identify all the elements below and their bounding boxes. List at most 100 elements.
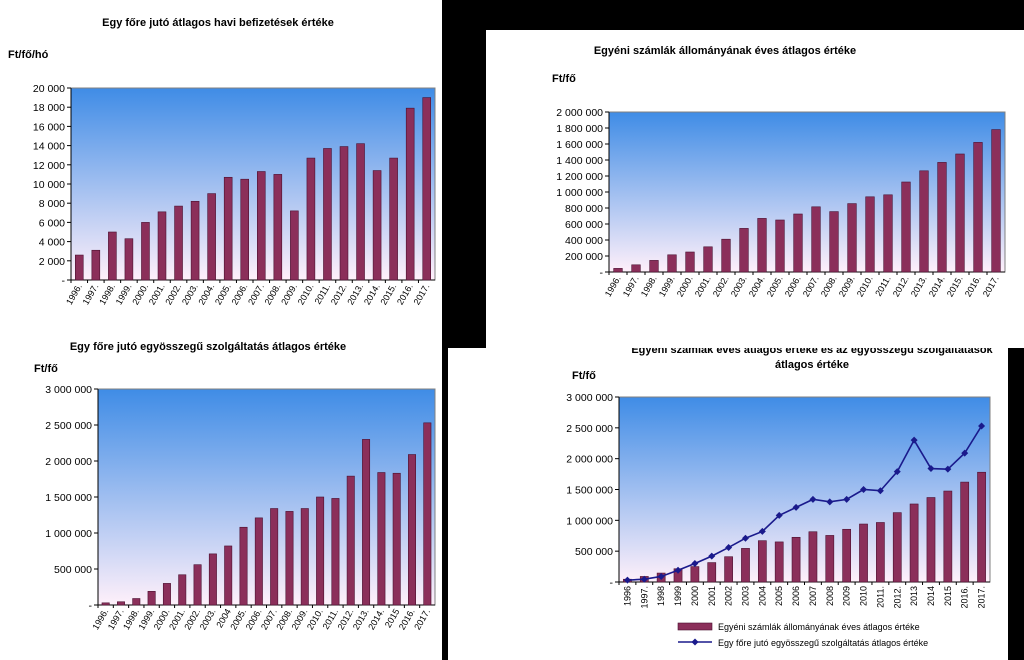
y-tick-label: 800 000 — [565, 203, 603, 215]
y-tick-label: 2 000 — [39, 256, 65, 268]
bar — [223, 176, 233, 281]
bar — [724, 556, 733, 583]
line-marker — [674, 566, 682, 574]
line-marker — [657, 572, 665, 580]
x-tick-label: 1998. — [639, 274, 659, 299]
x-tick-label: 2003. — [729, 274, 749, 299]
line-marker — [809, 495, 817, 503]
x-tick-label: 2000 — [690, 586, 700, 606]
x-tick-label: 2011. — [875, 586, 885, 608]
bar — [707, 562, 717, 583]
bar — [157, 211, 167, 281]
bar — [190, 200, 200, 281]
bar — [207, 193, 216, 281]
x-tick-label: 2013 — [909, 586, 919, 606]
y-tick-label: 1 500 000 — [45, 492, 92, 504]
bar — [377, 472, 386, 606]
y-tick-label: 3 000 000 — [566, 392, 613, 404]
chart-panel-lump-sum: Egy főre jutó egyösszegű szolgáltatás át… — [0, 338, 442, 660]
y-tick-label: 16 000 — [33, 121, 65, 133]
x-tick-label: 2012. — [891, 274, 911, 299]
line-marker — [860, 486, 868, 493]
bar — [811, 206, 821, 273]
line-marker — [741, 534, 749, 542]
bar — [977, 471, 986, 583]
line-marker — [944, 465, 952, 473]
x-tick-label: 2006. — [783, 274, 803, 299]
y-axis-label: Ft/fő/hó — [8, 49, 49, 61]
y-axis-label: Ft/fő — [552, 73, 576, 85]
bar — [91, 249, 101, 281]
bar — [919, 170, 929, 273]
chart-title: Egy főre jutó egyösszegű szolgáltatás át… — [70, 341, 346, 353]
chart-title-line: átlagos értéke — [775, 359, 849, 371]
bar — [300, 508, 309, 606]
bar — [422, 97, 431, 281]
bar — [631, 264, 641, 273]
x-tick-label: 2016. — [963, 274, 983, 299]
x-tick-label: 2017. — [977, 586, 987, 609]
y-tick-label: 1 600 000 — [556, 139, 603, 151]
bar — [649, 260, 659, 273]
x-tick-label: 2005 — [774, 586, 784, 606]
bar — [408, 454, 416, 606]
legend-label: Egy főre jutó egyösszegű szolgáltatás át… — [718, 638, 928, 648]
line-marker — [623, 576, 631, 584]
bar — [741, 548, 750, 583]
line-marker — [876, 487, 884, 495]
bar — [909, 503, 919, 583]
y-tick-label: 2 000 000 — [556, 107, 603, 119]
bar — [613, 268, 623, 273]
bar — [141, 222, 150, 281]
bar — [423, 422, 432, 606]
bar — [943, 490, 953, 583]
bar — [847, 203, 857, 273]
y-tick-label: 10 000 — [33, 179, 65, 191]
bar — [703, 246, 713, 273]
bar — [937, 162, 947, 273]
x-tick-label: 1998 — [656, 586, 666, 606]
x-tick-label: 2010 — [859, 586, 869, 606]
y-tick-label: 2 000 000 — [45, 456, 92, 468]
line-marker — [961, 449, 969, 457]
bar — [132, 598, 141, 606]
x-tick-label: 1997. — [621, 274, 641, 299]
bar — [955, 153, 965, 273]
chart-account-balance: Egyéni számlák állományának éves átlagos… — [552, 45, 1006, 299]
y-tick-label: 20 000 — [33, 83, 65, 95]
y-tick-label: 400 000 — [565, 235, 603, 247]
bar — [178, 574, 187, 606]
bar — [405, 107, 415, 281]
bar — [973, 142, 983, 273]
x-tick-label: 2010. — [855, 274, 875, 299]
y-tick-label: 1 200 000 — [556, 171, 603, 183]
x-tick-label: 2003. — [198, 607, 218, 632]
bar — [316, 496, 325, 606]
x-tick-label: 2003 — [740, 586, 750, 606]
bar — [306, 157, 316, 281]
bar — [865, 196, 875, 273]
line-marker — [910, 436, 918, 444]
y-tick-label: - — [610, 577, 614, 589]
y-tick-label: 500 000 — [575, 546, 613, 558]
y-tick-label: 8 000 — [39, 198, 65, 210]
bar — [254, 517, 263, 606]
bar — [362, 439, 371, 606]
y-tick-label: - — [600, 267, 604, 279]
y-tick-label: 1 500 000 — [566, 485, 613, 497]
chart-title-line: Egyéni számlák éves átlagos értéke és az… — [631, 348, 993, 356]
bar — [739, 228, 749, 273]
bar — [775, 219, 785, 273]
bar — [239, 526, 248, 606]
y-axis-label: Ft/fő — [34, 363, 58, 375]
x-tick-label: 2014. — [927, 274, 947, 299]
x-tick-label: 2011. — [873, 274, 893, 298]
y-tick-label: 2 500 000 — [45, 420, 92, 432]
bar — [876, 522, 885, 583]
bar — [774, 541, 784, 583]
x-tick-label: 2008 — [825, 586, 835, 606]
y-tick-label: 1 000 000 — [45, 528, 92, 540]
bar — [690, 566, 700, 583]
bar — [270, 508, 279, 606]
line-marker — [893, 468, 901, 476]
